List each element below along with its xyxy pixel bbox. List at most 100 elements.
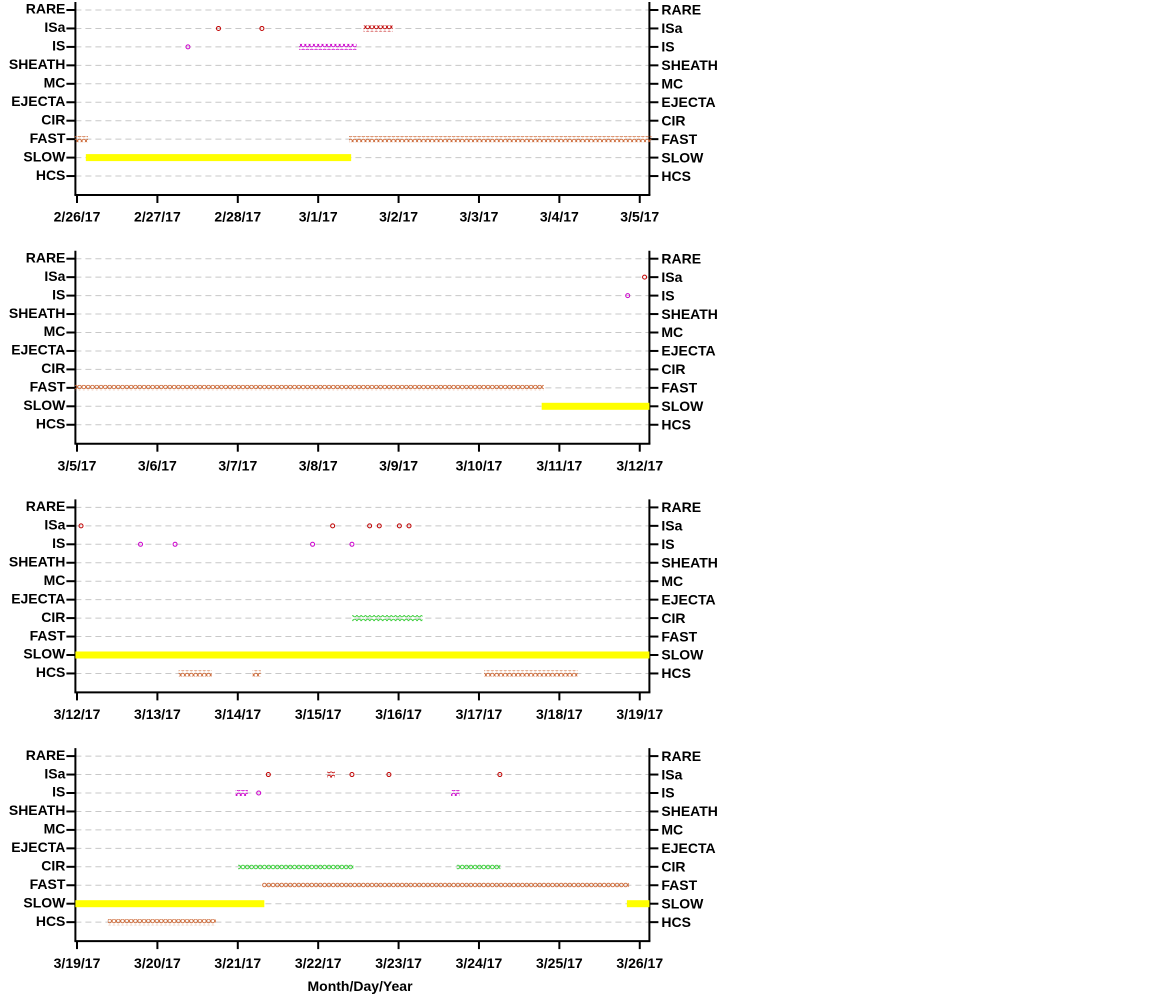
y-tick-label: CIR [41,111,65,127]
x-tick-label: 3/8/17 [299,457,338,473]
y-tick-label: RARE [26,1,66,17]
x-tick-label: 3/11/17 [536,457,582,473]
y-tick-label: EJECTA [11,590,65,606]
y-tick-label: SLOW [23,397,66,413]
event-run [235,790,248,796]
y-tick-label: HCS [36,664,66,680]
y-tick-label: IS [52,38,65,54]
y-tick-label: IS [52,286,65,302]
y-tick-label: HCS [36,913,66,929]
y-tick-label: EJECTA [11,342,65,358]
event-point [172,541,178,547]
event-point [185,44,191,50]
x-tick-label: 2/27/17 [134,209,181,225]
y2-tick-label: ISa [661,20,682,36]
y-tick-label: ISa [44,765,65,781]
y2-tick-label: EJECTA [661,343,715,359]
y2-tick-label: EJECTA [661,94,715,110]
event-point [330,523,336,529]
event-run [252,670,261,677]
event-run [85,154,352,162]
y2-tick-label: CIR [661,859,685,875]
event-run [456,863,501,870]
y2-tick-label: FAST [661,877,697,893]
y-tick-label: CIR [41,858,65,874]
y2-tick-label: IS [661,287,674,303]
y2-tick-label: EJECTA [661,840,715,856]
y-tick-label: SHEATH [9,802,66,818]
x-axis-label: Month/Day/Year [307,978,413,994]
y2-tick-label: SLOW [661,398,704,414]
x-tick-label: 3/23/17 [375,955,422,971]
y-tick-label: CIR [41,609,65,625]
y-tick-label: SHEATH [9,56,66,72]
y2-tick-label: SLOW [661,895,704,911]
x-tick-label: 3/6/17 [138,457,177,473]
y2-tick-label: HCS [661,914,691,930]
x-tick-label: 3/26/17 [616,955,663,971]
y-tick-label: SLOW [23,894,66,910]
x-tick-label: 3/2/17 [379,209,418,225]
y2-tick-label: SHEATH [661,306,718,322]
x-tick-label: 3/1/17 [299,209,338,225]
event-run [262,882,630,889]
event-run [178,670,212,677]
event-point [406,523,412,529]
x-tick-label: 3/5/17 [58,457,97,473]
y2-tick-label: FAST [661,628,697,644]
event-point [78,523,84,529]
y2-tick-label: SLOW [661,149,704,165]
y-tick-label: IS [52,535,65,551]
y2-tick-label: ISa [661,518,682,534]
y-tick-label: RARE [26,249,66,265]
y-tick-label: RARE [26,498,66,514]
x-tick-label: 3/20/17 [134,955,181,971]
x-tick-label: 3/22/17 [295,955,342,971]
y2-tick-label: RARE [661,2,701,18]
y-tick-label: ISa [44,19,65,35]
y2-tick-label: FAST [661,380,697,396]
y2-tick-label: EJECTA [661,591,715,607]
y-tick-label: SLOW [23,646,66,662]
y-tick-label: ISa [44,517,65,533]
y-tick-label: MC [44,821,66,837]
x-tick-label: 3/7/17 [218,457,257,473]
y2-tick-label: MC [661,573,683,589]
event-point [265,772,271,778]
y-tick-label: FAST [30,627,66,643]
y2-tick-label: SHEATH [661,57,718,73]
event-run [74,136,89,143]
y2-tick-label: ISa [661,766,682,782]
y2-tick-label: CIR [661,361,685,377]
y2-tick-label: CIR [661,112,685,128]
y-tick-label: ISa [44,268,65,284]
y-tick-label: MC [44,323,66,339]
y2-tick-label: ISa [661,269,682,285]
x-tick-label: 3/4/17 [540,209,579,225]
event-point [386,772,392,778]
x-tick-label: 3/25/17 [536,955,583,971]
event-point [138,541,144,547]
x-tick-label: 3/12/17 [616,457,663,473]
event-run [75,651,650,659]
y-tick-label: SHEATH [9,305,66,321]
y-tick-label: EJECTA [11,839,65,855]
event-run [363,25,393,32]
y2-tick-label: MC [661,76,683,92]
x-tick-label: 3/10/17 [456,457,503,473]
event-run [238,863,354,870]
y-tick-label: FAST [30,130,66,146]
event-run [484,670,578,677]
y2-tick-label: HCS [661,416,691,432]
y2-tick-label: MC [661,324,683,340]
event-point [367,523,373,529]
event-point [259,25,265,31]
y-tick-label: IS [52,784,65,800]
y-tick-label: SHEATH [9,553,66,569]
x-tick-label: 3/17/17 [456,706,503,722]
y-tick-label: RARE [26,747,66,763]
event-point [310,541,316,547]
event-run [626,900,650,908]
y-tick-label: CIR [41,360,65,376]
